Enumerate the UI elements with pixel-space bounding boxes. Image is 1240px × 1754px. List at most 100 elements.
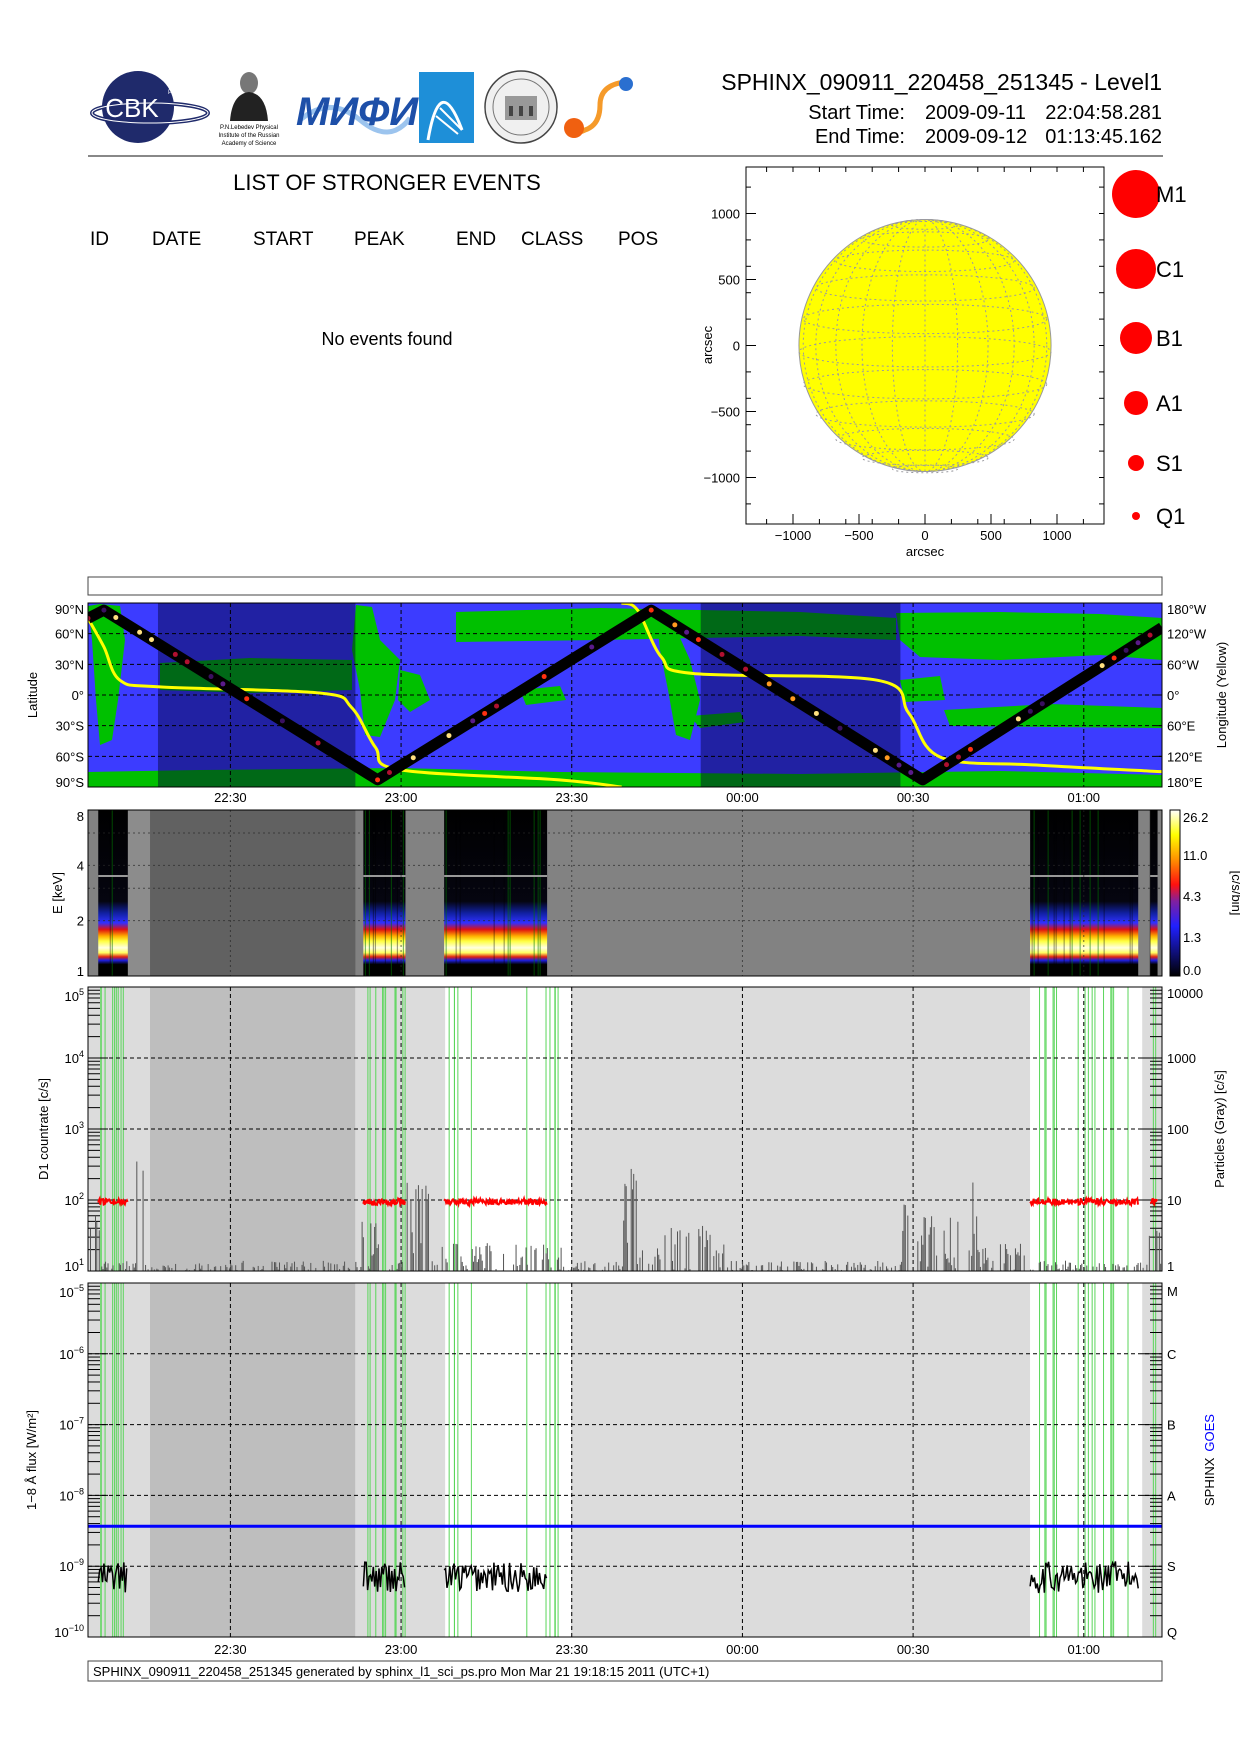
d1-tick-label-exponent: 2 [79, 1191, 84, 1201]
longitude-tick-label: 60°W [1167, 657, 1200, 672]
orbit-countrate-dot [872, 747, 878, 753]
orbit-countrate-dot [672, 622, 678, 628]
background-region-light [571, 987, 1031, 1271]
goes-class-label: C [1167, 1347, 1176, 1362]
logo-lebedev-line3: Academy of Science [222, 141, 277, 147]
column-end: END [456, 229, 496, 250]
d1-tick-label-exponent: 5 [79, 987, 84, 997]
energy-axis-label: E [keV] [50, 872, 65, 914]
longitude-tick-label: 60°E [1167, 719, 1196, 734]
land-mass [896, 612, 1162, 660]
logo-seal [484, 70, 558, 144]
flux-axis-label: 1−8 Å flux [W/m²] [24, 1410, 39, 1510]
land-mass [88, 604, 125, 745]
start-date: 2009-09-11 [925, 102, 1026, 124]
energy-tick-label: 2 [77, 914, 84, 929]
flux-tick-label-exponent: −8 [74, 1486, 84, 1496]
land-mass [944, 704, 1162, 728]
particles-tick-label: 1 [1167, 1259, 1174, 1274]
no-events-message: No events found [321, 329, 452, 349]
legend-label-m1: M1 [1156, 182, 1187, 207]
latitude-tick-label: 90°S [56, 775, 85, 790]
sun-x-tick-label: −1000 [775, 528, 812, 543]
latitude-tick-label: 30°N [55, 657, 84, 672]
sun-y-tick-label: −500 [711, 405, 740, 420]
orbit-countrate-dot [908, 769, 914, 775]
d1-tick-label: 101 [65, 1257, 84, 1274]
logo-cbk-text: CBK [105, 93, 159, 123]
flux-legend: SPHINX GOES [1202, 1414, 1217, 1506]
goes-class-label: S [1167, 1559, 1176, 1574]
orbit-countrate-dot [967, 746, 973, 752]
latitude-tick-label: 60°N [55, 627, 84, 642]
orbit-countrate-dot [1135, 640, 1141, 646]
energy-tick-label: 1 [77, 964, 84, 979]
solar-latitude-line [891, 464, 959, 474]
sun-y-tick-label: 500 [718, 273, 740, 288]
sphinx-flux-line [1029, 1560, 1139, 1594]
d1-tick-label-base: 10 [65, 989, 79, 1004]
legend-marker-c1 [1116, 249, 1156, 289]
goes-class-label: B [1167, 1418, 1176, 1433]
orbit-countrate-dot [684, 629, 690, 635]
land-mass [656, 610, 700, 740]
orbit-countrate-dot [137, 629, 143, 635]
legend-marker-b1 [1120, 322, 1152, 354]
particles-tick-label: 10 [1167, 1193, 1181, 1208]
events-table-header: ID DATE START PEAK END CLASS POS [90, 229, 658, 250]
events-title: LIST OF STRONGER EVENTS [233, 170, 541, 195]
colorbar-tick-label: 0.0 [1183, 963, 1201, 978]
logo-rocket [419, 72, 474, 143]
legend-label-q1: Q1 [1156, 504, 1185, 529]
longitude-axis-label: Longitude (Yellow) [1214, 642, 1229, 748]
legend-marker-m1 [1112, 170, 1160, 218]
orbit-countrate-dot [1015, 716, 1021, 722]
orbit-countrate-dot [956, 754, 962, 760]
land-mass [352, 605, 400, 737]
sphinx-flux-line [362, 1561, 406, 1593]
end-date: 2009-09-12 [925, 126, 1027, 148]
solar-latitude-line [815, 400, 1035, 428]
flux-time-tick-label: 22:30 [214, 1642, 247, 1657]
flux-tick-label: 10−8 [59, 1486, 84, 1503]
background-region-light [1142, 1283, 1162, 1637]
d1-tick-label-base: 10 [65, 1193, 79, 1208]
flux-time-tick-label: 23:00 [385, 1642, 418, 1657]
d1-countrate-line [1029, 1195, 1139, 1208]
orbit-countrate-dot [220, 681, 226, 687]
orbit-countrate-dot [1111, 655, 1117, 661]
orbit-countrate-dot [149, 637, 155, 643]
d1-tick-label-base: 10 [65, 1051, 79, 1066]
goes-class-label: M [1167, 1284, 1178, 1299]
report-title: SPHINX_090911_220458_251345 - Level1 [721, 69, 1162, 95]
sphinx-flux-line [443, 1562, 548, 1593]
logo-lebedev: P.N.Lebedev Physical Institute of the Ru… [218, 72, 280, 147]
orbit-countrate-dot [695, 637, 701, 643]
d1-frame [87, 986, 1163, 1272]
solar-latitude-line [802, 303, 1048, 335]
longitude-tick-label: 120°W [1167, 627, 1207, 642]
d1-tick-label: 102 [65, 1191, 84, 1208]
orbit-countrate-dot [743, 666, 749, 672]
orbit-countrate-dot [541, 674, 547, 680]
logo-mifi: МИФИ [296, 90, 419, 135]
map-time-tick-label: 23:00 [385, 790, 418, 805]
d1-tick-label: 105 [65, 987, 84, 1004]
spectrogram-gap [127, 810, 151, 976]
colorbar [1169, 809, 1181, 977]
d1-countrate-line [443, 1194, 548, 1209]
particles-axis-label: Particles (Gray) [c/s] [1212, 1070, 1227, 1188]
flux-time-tick-label: 01:00 [1068, 1642, 1101, 1657]
orbit-countrate-dot [101, 607, 107, 613]
flux-time-tick-label: 23:30 [555, 1642, 588, 1657]
d1-axis-label: D1 countrate [c/s] [36, 1078, 51, 1180]
sun-x-tick-label: 0 [921, 528, 928, 543]
colorbar-label: [c/s/bin] [1229, 871, 1240, 916]
orbit-countrate-dot [386, 769, 392, 775]
flux-tick-label: 10−9 [59, 1557, 84, 1574]
colorbar-tick-label: 26.2 [1183, 810, 1208, 825]
orbit-countrate-dot [410, 755, 416, 761]
flux-tick-label-base: 10 [59, 1418, 73, 1433]
goes-class-label: Q [1167, 1625, 1177, 1640]
